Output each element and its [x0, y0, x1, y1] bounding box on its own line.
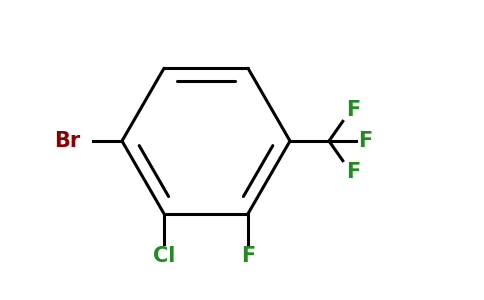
Text: F: F	[346, 162, 360, 182]
Text: F: F	[358, 131, 373, 151]
Text: Cl: Cl	[153, 246, 175, 266]
Text: F: F	[346, 100, 360, 120]
Text: F: F	[241, 246, 255, 266]
Text: Br: Br	[54, 131, 81, 151]
